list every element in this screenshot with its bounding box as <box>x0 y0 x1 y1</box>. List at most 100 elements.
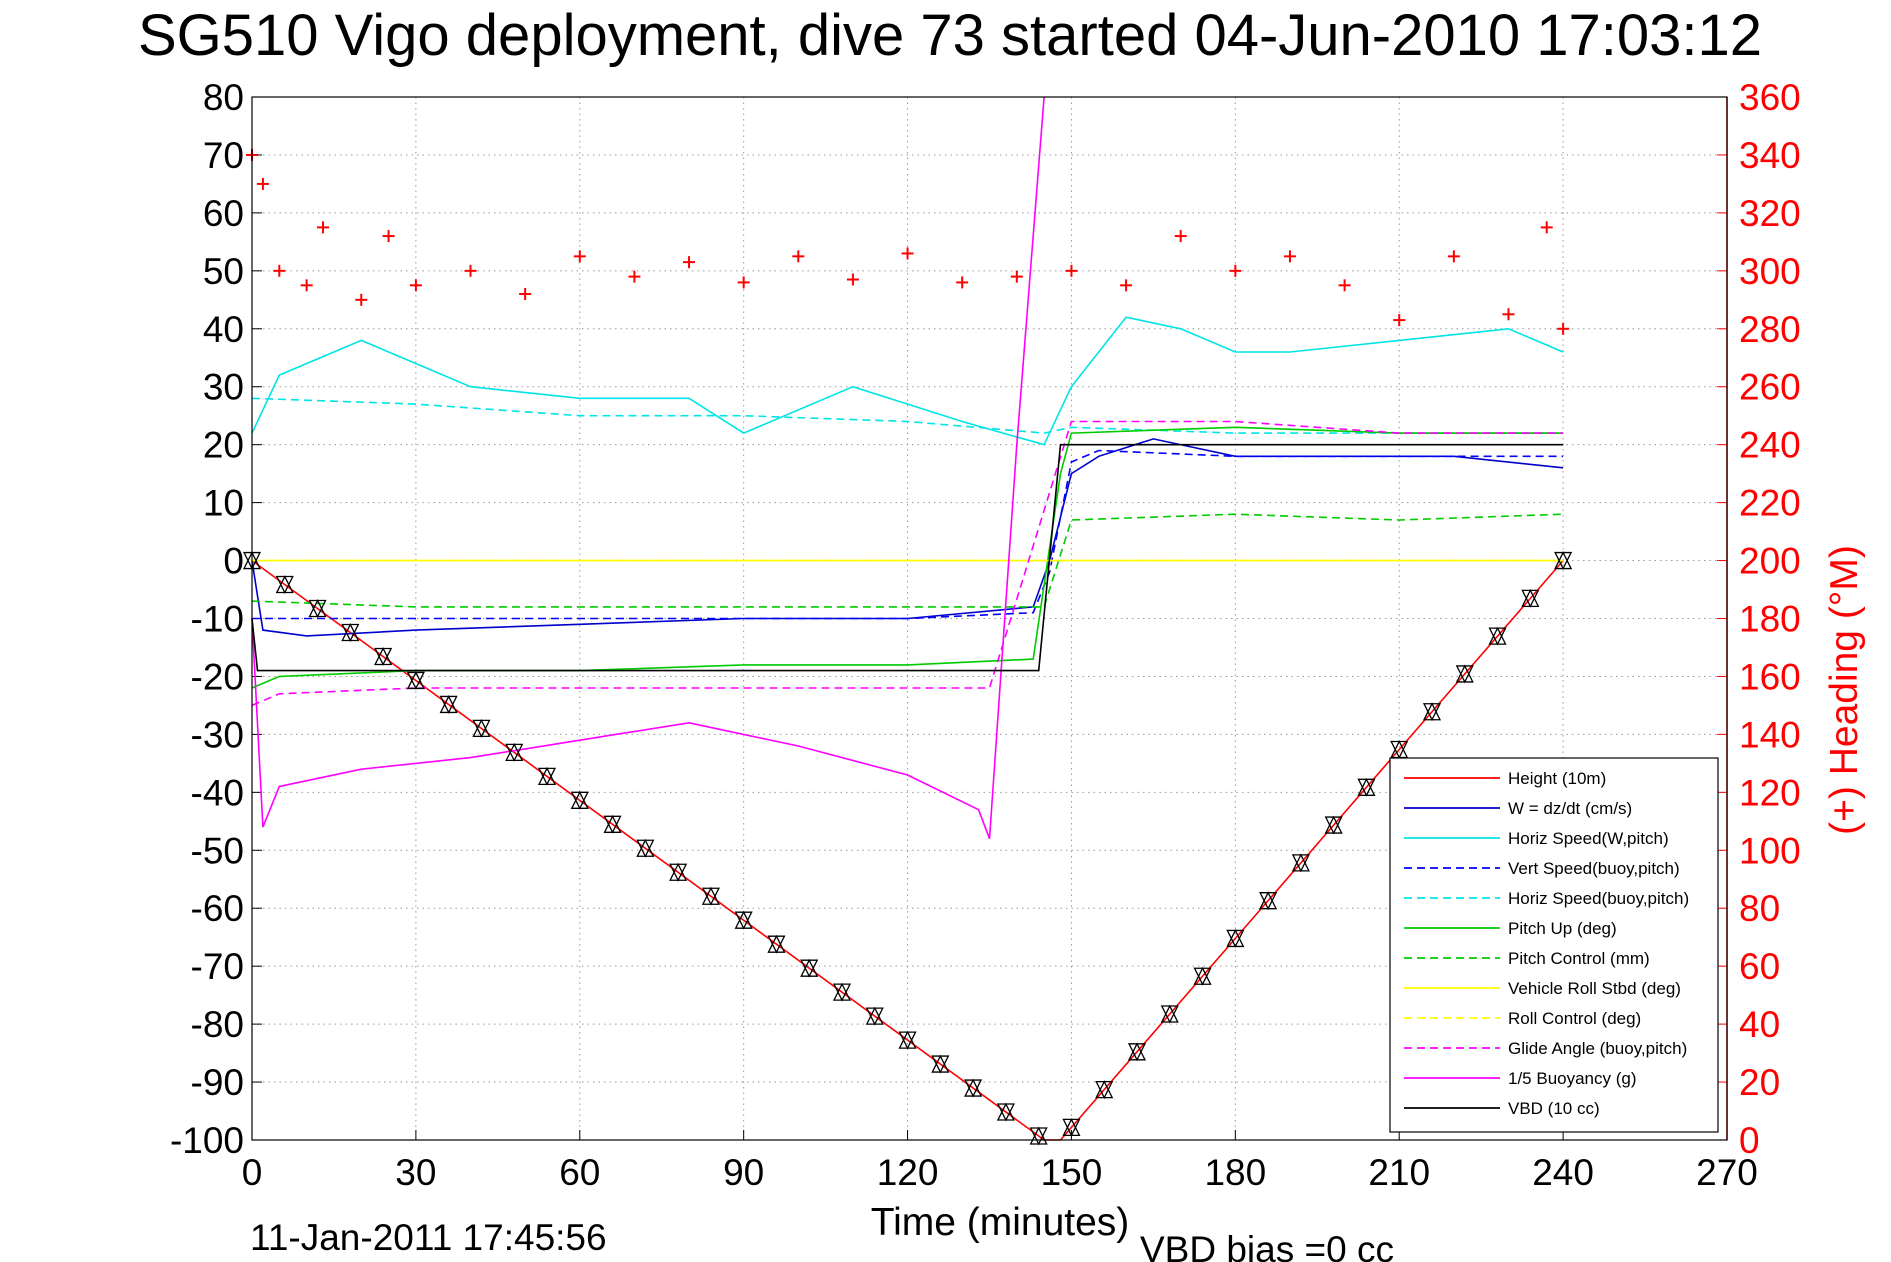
y-tick-label: 0 <box>223 541 244 582</box>
heading-marker <box>1229 264 1242 277</box>
height-marker-down <box>1422 703 1442 722</box>
y-ticks-left: -100-90-80-70-60-50-40-30-20-10010203040… <box>170 77 262 1161</box>
height-marker-down <box>1029 1127 1048 1146</box>
y-right-tick-label: 40 <box>1739 1004 1780 1045</box>
heading-marker <box>956 276 969 289</box>
heading-marker <box>1283 250 1296 263</box>
x-tick-label: 150 <box>1041 1152 1103 1193</box>
y-tick-label: 60 <box>203 193 244 234</box>
x-axis-label: Time (minutes) <box>871 1201 1130 1244</box>
y-ticks-right: 0 20 40 60 80 100 120 140 160 180 200 220 240 260 280 3… <box>1717 77 1801 1161</box>
height-marker-down <box>1455 665 1474 684</box>
legend-label: W = dz/dt (cm/s) <box>1508 799 1632 818</box>
height-marker-down <box>275 575 294 594</box>
heading-marker <box>1557 322 1570 335</box>
series-line-2 <box>251 316 1564 446</box>
height-marker-down <box>636 839 655 858</box>
height-marker-down <box>570 791 589 810</box>
legend-label: Pitch Control (mm) <box>1508 949 1650 968</box>
y-tick-label: 30 <box>203 367 244 408</box>
series-line-10 <box>251 96 1045 839</box>
height-marker-down <box>800 959 819 978</box>
series-line-9 <box>251 420 1564 707</box>
height-marker-down <box>832 983 852 1002</box>
x-tick-label: 210 <box>1368 1152 1430 1193</box>
height-marker-down <box>1062 1118 1081 1137</box>
heading-marker <box>1447 250 1460 263</box>
heading-marker <box>464 264 477 277</box>
y-right-tick-label: 20 <box>1739 1062 1780 1103</box>
x-tick-label: 120 <box>877 1152 939 1193</box>
height-marker-down <box>898 1031 917 1050</box>
x-tick-label: 30 <box>395 1152 436 1193</box>
heading-marker <box>628 270 641 283</box>
legend-label: 1/5 Buoyancy (g) <box>1508 1069 1637 1088</box>
height-marker-down <box>1160 1005 1179 1024</box>
y-right-tick-label: 240 <box>1739 425 1801 466</box>
height-marker-down <box>1521 589 1540 608</box>
series-line-3 <box>252 449 1564 620</box>
legend-label: Vert Speed(buoy,pitch) <box>1508 859 1680 878</box>
height-marker-down <box>1488 627 1507 646</box>
y-right-tick-label: 340 <box>1739 135 1801 176</box>
heading-marker <box>846 273 859 286</box>
height-marker-down <box>308 599 327 618</box>
height-marker-down <box>931 1055 950 1074</box>
series-group <box>242 96 1573 1146</box>
y-axis-label-right: (+) Heading (°M) <box>1823 545 1866 835</box>
y-right-tick-label: 220 <box>1739 483 1801 524</box>
heading-marker <box>901 247 914 260</box>
height-marker-down <box>701 887 720 906</box>
heading-marker <box>1174 230 1187 243</box>
heading-marker <box>1540 221 1553 234</box>
heading-marker <box>1393 314 1406 327</box>
y-tick-label: -100 <box>170 1120 244 1161</box>
x-tick-label: 60 <box>559 1152 600 1193</box>
heading-marker <box>382 230 395 243</box>
series-line-5 <box>251 426 1564 689</box>
height-marker-down <box>374 647 393 666</box>
heading-marker <box>737 276 750 289</box>
legend-label: Height (10m) <box>1508 769 1606 788</box>
y-tick-label: 80 <box>203 77 244 118</box>
height-marker-down <box>1127 1043 1147 1062</box>
heading-marker <box>683 256 696 269</box>
height-marker-down <box>1291 854 1310 873</box>
plot-frame <box>251 96 1728 1141</box>
height-marker-down <box>1324 816 1343 835</box>
y-right-tick-label: 0 <box>1739 1120 1760 1161</box>
height-marker-down <box>341 623 360 642</box>
y-tick-label: -50 <box>191 830 244 871</box>
x-tick-label: 270 <box>1696 1152 1758 1193</box>
x-tick-label: 180 <box>1204 1152 1266 1193</box>
height-marker-down <box>1095 1080 1114 1100</box>
y-tick-label: -60 <box>191 888 244 929</box>
height-marker-down <box>1357 778 1376 797</box>
y-right-tick-label: 280 <box>1739 309 1801 350</box>
y-tick-label: -40 <box>191 772 244 813</box>
height-marker-down <box>669 863 688 882</box>
legend-label: Vehicle Roll Stbd (deg) <box>1508 979 1681 998</box>
height-marker-down <box>1193 967 1212 986</box>
y-right-tick-label: 120 <box>1739 772 1801 813</box>
y-right-tick-label: 100 <box>1739 830 1801 871</box>
vbd-bias-footer: VBD bias =0 cc <box>1140 1229 1394 1262</box>
y-tick-label: -10 <box>191 599 244 640</box>
heading-marker <box>1502 308 1515 321</box>
height-marker-down <box>603 815 622 834</box>
height-marker-down <box>406 671 425 690</box>
y-tick-label: -30 <box>191 714 244 755</box>
x-tick-label: 0 <box>242 1152 263 1193</box>
y-tick-label: 70 <box>203 135 244 176</box>
y-right-tick-label: 300 <box>1739 251 1801 292</box>
heading-marker <box>317 221 330 234</box>
height-marker-down <box>964 1079 983 1098</box>
x-tick-label: 90 <box>723 1152 764 1193</box>
y-tick-label: -90 <box>191 1062 244 1103</box>
y-right-tick-label: 260 <box>1739 367 1801 408</box>
legend-label: Roll Control (deg) <box>1508 1009 1641 1028</box>
legend-label: Glide Angle (buoy,pitch) <box>1508 1039 1687 1058</box>
legend-label: Horiz Speed(W,pitch) <box>1508 829 1669 848</box>
heading-marker <box>355 293 368 306</box>
